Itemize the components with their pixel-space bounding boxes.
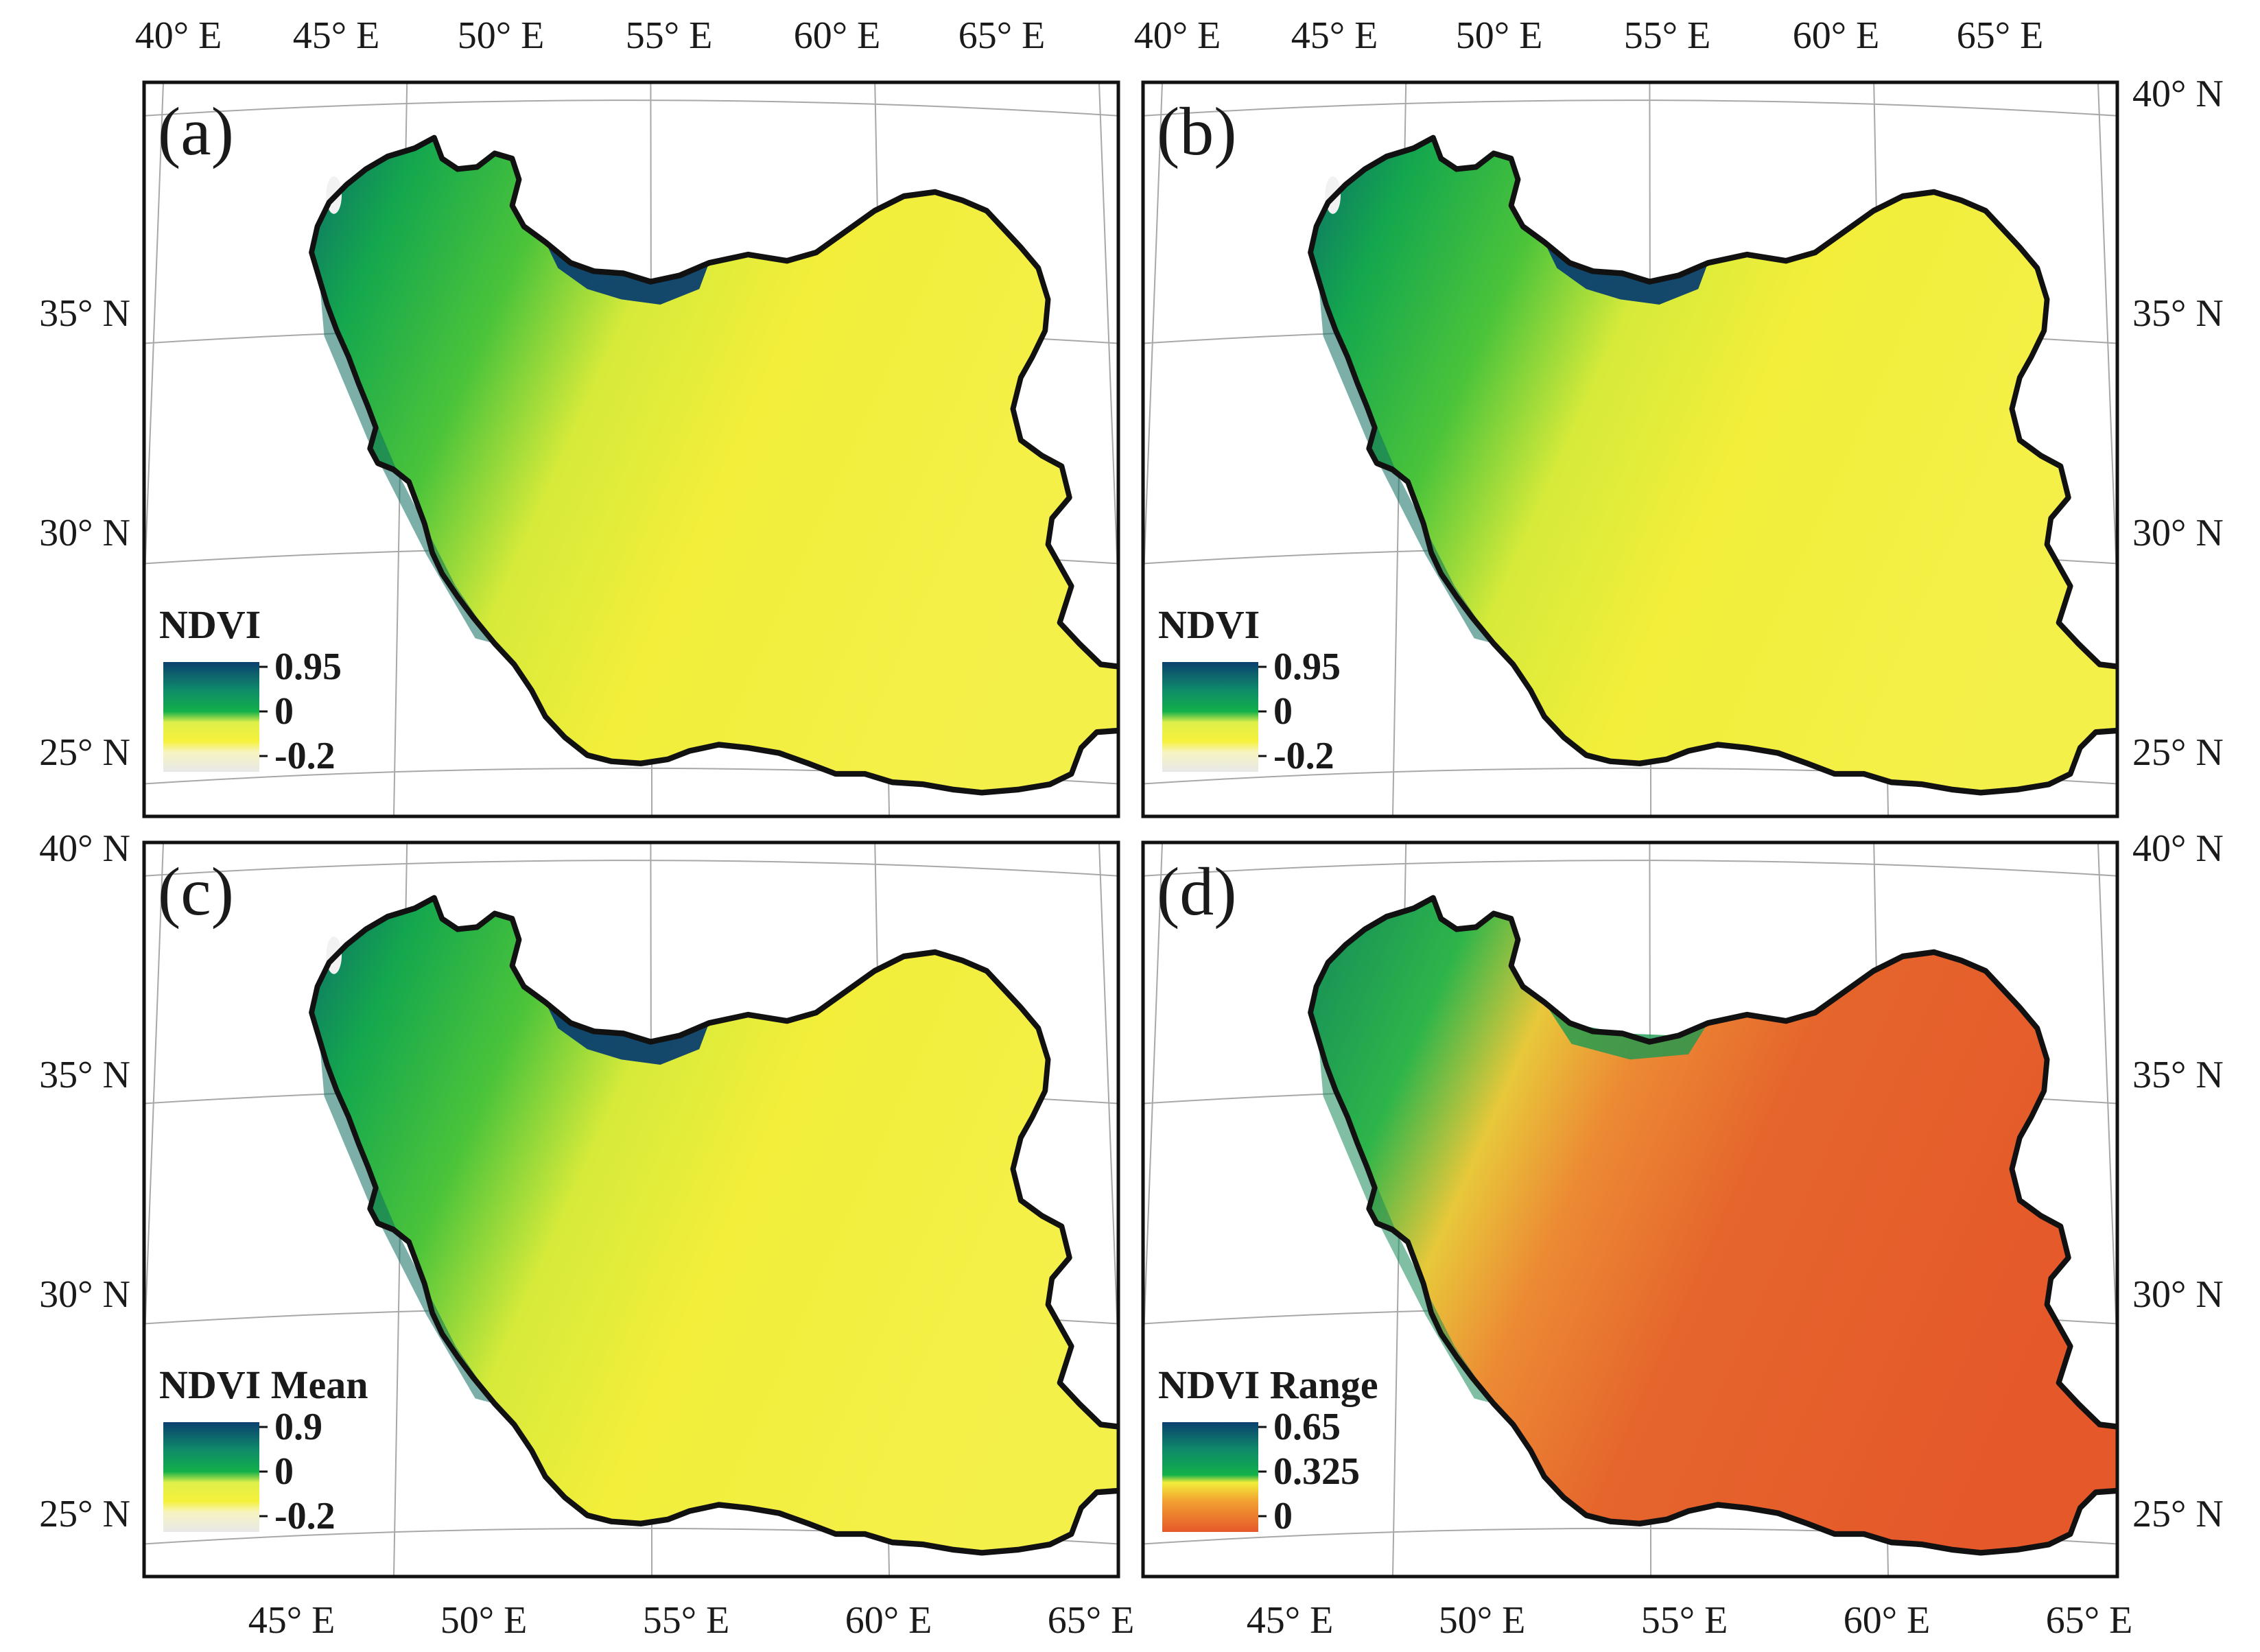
axis-label: 60° E: [1793, 14, 1880, 57]
axis-label: 35° N: [2132, 1054, 2224, 1096]
axis-label: 50° E: [458, 14, 545, 57]
axis-labels: 40° E 45° E 50° E 55° E 60° E 65° E 40° E 45° E…: [39, 14, 2224, 1642]
iran-map: [311, 898, 1118, 1553]
axis-label: 30° N: [2132, 1273, 2224, 1316]
legend-color-ramp: [163, 1422, 259, 1532]
iran-map: [1310, 138, 2117, 793]
panel-letter: (b): [1157, 93, 1237, 169]
legend-color-ramp: [1162, 662, 1258, 772]
legend-title: NDVI: [1158, 602, 1260, 647]
panel-frame: [142, 80, 1120, 818]
panels-root: (a)NDVI0.950-0.2(b)NDVI0.950-0.2(c)NDVI …: [142, 80, 2119, 1579]
legend-value: 0.95: [1273, 646, 1341, 688]
axis-label: 45° E: [1291, 14, 1378, 57]
legend-value: 0: [1273, 690, 1293, 733]
iran-map: [1310, 898, 2117, 1553]
axis-label: 60° E: [1844, 1599, 1931, 1642]
axis-label: 55° E: [1624, 14, 1711, 57]
axis-label: 45° E: [1247, 1599, 1334, 1642]
legend-value: 0: [274, 1450, 294, 1493]
axis-label: 65° E: [2046, 1599, 2133, 1642]
legend-value: 0.325: [1273, 1450, 1360, 1493]
legend-value: -0.2: [1273, 735, 1334, 777]
axis-label: 30° N: [39, 1273, 130, 1316]
legend-value: 0.95: [274, 646, 342, 688]
panel-frame: [1141, 840, 2119, 1579]
axis-label: 30° N: [2132, 512, 2224, 554]
legend-value: 0: [1273, 1495, 1293, 1537]
axis-label: 65° E: [1048, 1599, 1135, 1642]
legend-value: -0.2: [274, 735, 336, 777]
axis-label: 55° E: [626, 14, 713, 57]
axis-label: 60° E: [845, 1599, 932, 1642]
axis-label: 40° E: [135, 14, 222, 57]
axis-label: 25° N: [39, 1493, 130, 1535]
legend-value: 0.9: [274, 1406, 322, 1448]
axis-label: 50° E: [1439, 1599, 1526, 1642]
axis-label: 25° N: [2132, 1493, 2224, 1535]
axis-label: 40° N: [2132, 827, 2224, 870]
legend-title: NDVI: [159, 602, 261, 647]
axis-label: 25° N: [39, 731, 130, 774]
axis-label: 50° E: [440, 1599, 528, 1642]
axis-label: 30° N: [39, 512, 130, 554]
legend-title: NDVI Mean: [159, 1362, 368, 1407]
axis-label: 45° E: [293, 14, 380, 57]
axis-label: 65° E: [1957, 14, 2044, 57]
legend-color-ramp: [163, 662, 259, 772]
axis-label: 55° E: [643, 1599, 730, 1642]
axis-label: 40° E: [1134, 14, 1221, 57]
panel-letter: (a): [158, 93, 234, 169]
axis-label: 40° N: [2132, 73, 2224, 115]
map-panel-b: (b) NDVI 0.950-0.2: [1141, 80, 2119, 818]
axis-label: 55° E: [1641, 1599, 1728, 1642]
axis-label: 35° N: [39, 1054, 130, 1096]
axis-label: 35° N: [39, 292, 130, 335]
map-panel-a: (a) NDVI 0.950-0.2: [142, 80, 1120, 818]
axis-label: 35° N: [2132, 292, 2224, 335]
axis-label: 65° E: [958, 14, 1046, 57]
axis-label: 60° E: [794, 14, 881, 57]
axis-label: 50° E: [1456, 14, 1543, 57]
panel-letter: (c): [158, 853, 234, 930]
panel-frame: [1141, 80, 2119, 818]
legend-value: -0.2: [274, 1495, 336, 1537]
panel-frame: [142, 840, 1120, 1579]
legend-title: NDVI Range: [1158, 1362, 1378, 1407]
legend-value: 0.65: [1273, 1406, 1341, 1448]
iran-map: [311, 138, 1118, 793]
axis-label: 25° N: [2132, 731, 2224, 774]
axis-label: 45° E: [248, 1599, 336, 1642]
axis-label: 40° N: [39, 827, 130, 870]
panel-letter: (d): [1157, 853, 1237, 930]
legend-value: 0: [274, 690, 294, 733]
legend-color-ramp: [1162, 1422, 1258, 1532]
